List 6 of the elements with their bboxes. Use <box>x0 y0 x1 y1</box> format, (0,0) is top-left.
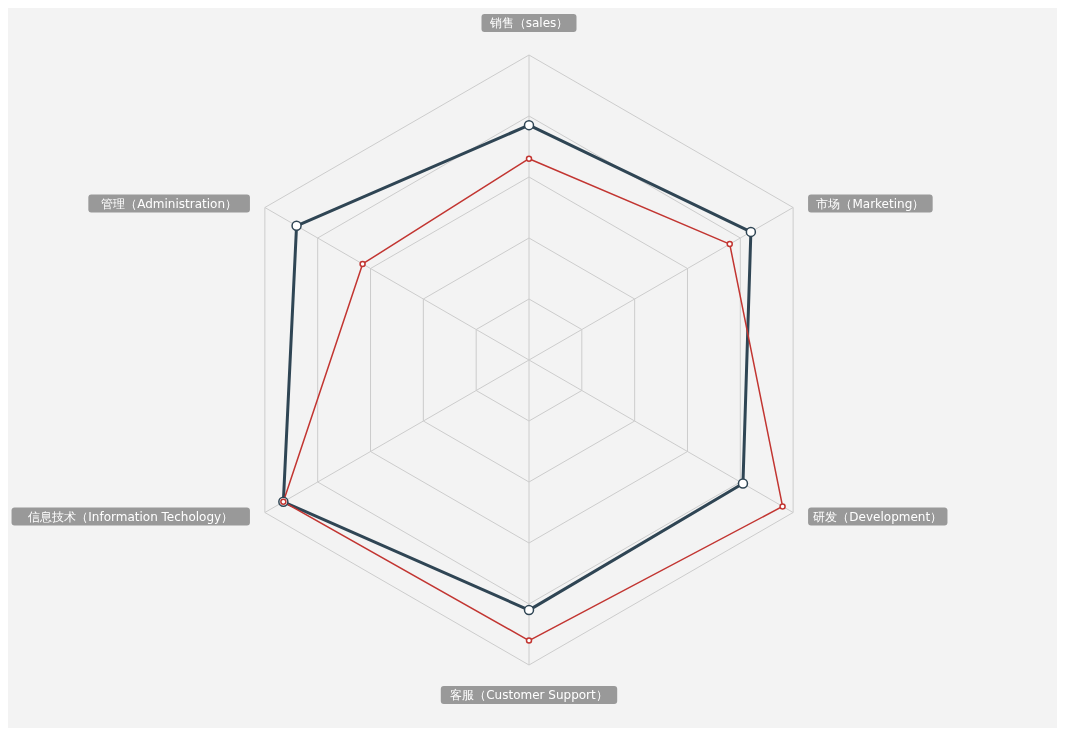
spoke-label: 市场（Marketing） <box>816 196 925 211</box>
spoke-label: 研发（Development） <box>813 509 943 524</box>
spoke-label: 管理（Administration） <box>101 196 238 211</box>
spoke-label: 客服（Customer Support） <box>450 688 608 702</box>
spoke-label: 信息技术（Information Techology） <box>28 509 234 524</box>
spoke-label: 销售（sales） <box>488 16 569 30</box>
